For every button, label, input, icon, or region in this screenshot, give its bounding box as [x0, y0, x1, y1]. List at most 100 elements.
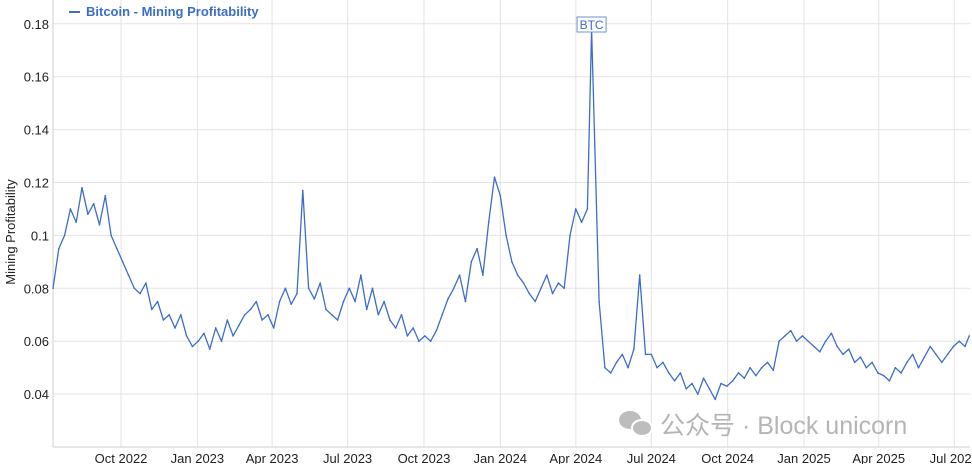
series-line-bitcoin-mining-profitability	[52, 28, 970, 401]
y-tick-label: 0.04	[24, 387, 49, 402]
data-point	[900, 372, 902, 374]
y-tick-label: 0.12	[24, 176, 49, 191]
data-point	[226, 319, 229, 321]
data-point	[406, 335, 409, 337]
data-point	[795, 340, 798, 343]
data-point	[331, 313, 333, 316]
data-point	[139, 292, 141, 295]
data-point	[946, 353, 949, 356]
y-axis-label: Mining Profitability	[3, 179, 18, 285]
data-point	[545, 274, 548, 276]
y-tick-label: 0.1	[31, 228, 49, 243]
data-point	[348, 287, 351, 290]
data-point	[418, 340, 420, 343]
data-point	[104, 194, 107, 197]
data-point	[133, 287, 136, 290]
data-point	[638, 274, 641, 276]
data-point	[964, 345, 966, 348]
data-point	[464, 300, 467, 303]
watermark: 公众号 · Block unicorn	[619, 411, 907, 440]
data-point	[203, 332, 205, 335]
data-point	[499, 194, 502, 197]
data-point	[81, 186, 83, 189]
data-point	[540, 287, 542, 290]
x-tick-label: Jan 2025	[777, 451, 831, 464]
y-tick-label: 0.06	[24, 334, 49, 349]
data-point	[644, 353, 647, 356]
data-point	[371, 287, 374, 290]
data-point	[319, 282, 322, 284]
data-point	[807, 340, 809, 343]
data-point	[848, 348, 850, 350]
data-point	[220, 340, 223, 343]
data-point	[580, 221, 583, 223]
data-point	[824, 340, 827, 343]
data-point	[92, 202, 95, 205]
data-point	[801, 335, 804, 337]
data-point	[633, 348, 635, 350]
data-point	[755, 374, 757, 377]
data-point	[906, 361, 908, 364]
data-point	[772, 369, 775, 372]
data-point	[87, 213, 89, 216]
data-point	[162, 319, 165, 321]
data-point	[342, 300, 345, 303]
data-point	[412, 327, 414, 329]
data-point	[511, 261, 513, 263]
series-points	[52, 28, 970, 401]
data-point	[313, 298, 316, 300]
data-point	[255, 300, 258, 303]
data-point	[214, 327, 217, 329]
data-point	[569, 234, 571, 237]
data-point	[267, 313, 269, 316]
data-point	[830, 332, 833, 335]
data-point	[435, 329, 438, 332]
data-point	[179, 313, 182, 316]
x-tick-label: Apr 2025	[852, 451, 905, 464]
data-point	[871, 361, 873, 364]
data-point	[336, 319, 339, 321]
data-point	[760, 366, 763, 369]
data-point	[935, 353, 937, 356]
data-point	[453, 287, 455, 290]
data-point	[952, 345, 955, 348]
data-point	[238, 324, 240, 327]
data-point	[888, 380, 891, 382]
data-point	[784, 335, 786, 337]
y-tick-label: 0.08	[24, 281, 49, 296]
data-point	[325, 308, 327, 311]
data-point	[534, 300, 536, 303]
data-point	[493, 176, 496, 179]
data-point	[667, 372, 670, 374]
data-point	[52, 287, 54, 290]
data-point	[842, 353, 844, 356]
data-point	[174, 327, 176, 329]
data-point	[209, 348, 211, 350]
data-point	[575, 208, 577, 210]
x-tick-label: Jul 2023	[323, 451, 372, 464]
data-point	[615, 361, 618, 364]
data-point	[836, 345, 839, 348]
data-point	[110, 234, 112, 237]
data-point	[505, 234, 507, 237]
data-point	[458, 274, 461, 276]
data-point	[609, 372, 612, 374]
data-point	[145, 282, 147, 284]
data-point	[261, 319, 263, 321]
data-point	[75, 221, 78, 223]
data-point	[394, 327, 397, 329]
data-point	[598, 300, 600, 303]
data-point	[383, 300, 385, 303]
data-point	[284, 287, 287, 290]
data-point	[697, 393, 699, 395]
x-tick-label: Jan 2023	[171, 451, 225, 464]
data-point	[58, 247, 60, 250]
data-point	[522, 282, 525, 284]
y-tick-label: 0.16	[24, 70, 49, 85]
data-point	[708, 388, 711, 390]
data-point	[940, 361, 943, 364]
data-point	[127, 274, 130, 276]
data-point	[150, 308, 153, 311]
x-axis-ticks: Oct 2022 Jan 2023 Apr 2023 Jul 2023 Oct 2023…	[95, 451, 972, 464]
data-point	[232, 335, 234, 337]
